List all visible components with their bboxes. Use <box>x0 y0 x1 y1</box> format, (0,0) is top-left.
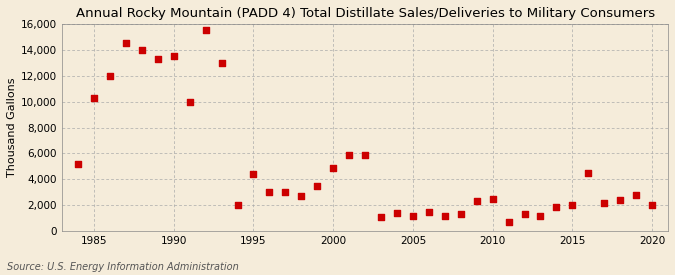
Point <box>136 48 147 52</box>
Point <box>312 184 323 188</box>
Point <box>264 190 275 194</box>
Point <box>456 212 466 216</box>
Point <box>344 153 354 157</box>
Point <box>471 199 482 204</box>
Point <box>360 153 371 157</box>
Title: Annual Rocky Mountain (PADD 4) Total Distillate Sales/Deliveries to Military Con: Annual Rocky Mountain (PADD 4) Total Dis… <box>76 7 655 20</box>
Point <box>567 203 578 207</box>
Point <box>328 166 339 170</box>
Point <box>551 204 562 209</box>
Point <box>423 210 434 214</box>
Point <box>105 73 115 78</box>
Point <box>599 200 610 205</box>
Point <box>647 203 657 207</box>
Point <box>184 100 195 104</box>
Point <box>200 28 211 32</box>
Point <box>375 215 386 219</box>
Point <box>73 162 84 166</box>
Point <box>535 213 546 218</box>
Point <box>503 220 514 224</box>
Point <box>583 171 594 175</box>
Point <box>168 54 179 59</box>
Point <box>153 57 163 61</box>
Point <box>232 203 243 207</box>
Point <box>615 198 626 202</box>
Point <box>487 197 498 201</box>
Y-axis label: Thousand Gallons: Thousand Gallons <box>7 78 17 177</box>
Point <box>392 211 402 215</box>
Point <box>120 41 131 46</box>
Point <box>88 95 99 100</box>
Text: Source: U.S. Energy Information Administration: Source: U.S. Energy Information Administ… <box>7 262 238 272</box>
Point <box>439 213 450 218</box>
Point <box>630 193 641 197</box>
Point <box>248 172 259 176</box>
Point <box>216 60 227 65</box>
Point <box>296 194 306 198</box>
Point <box>519 212 530 216</box>
Point <box>408 213 418 218</box>
Point <box>280 190 291 194</box>
